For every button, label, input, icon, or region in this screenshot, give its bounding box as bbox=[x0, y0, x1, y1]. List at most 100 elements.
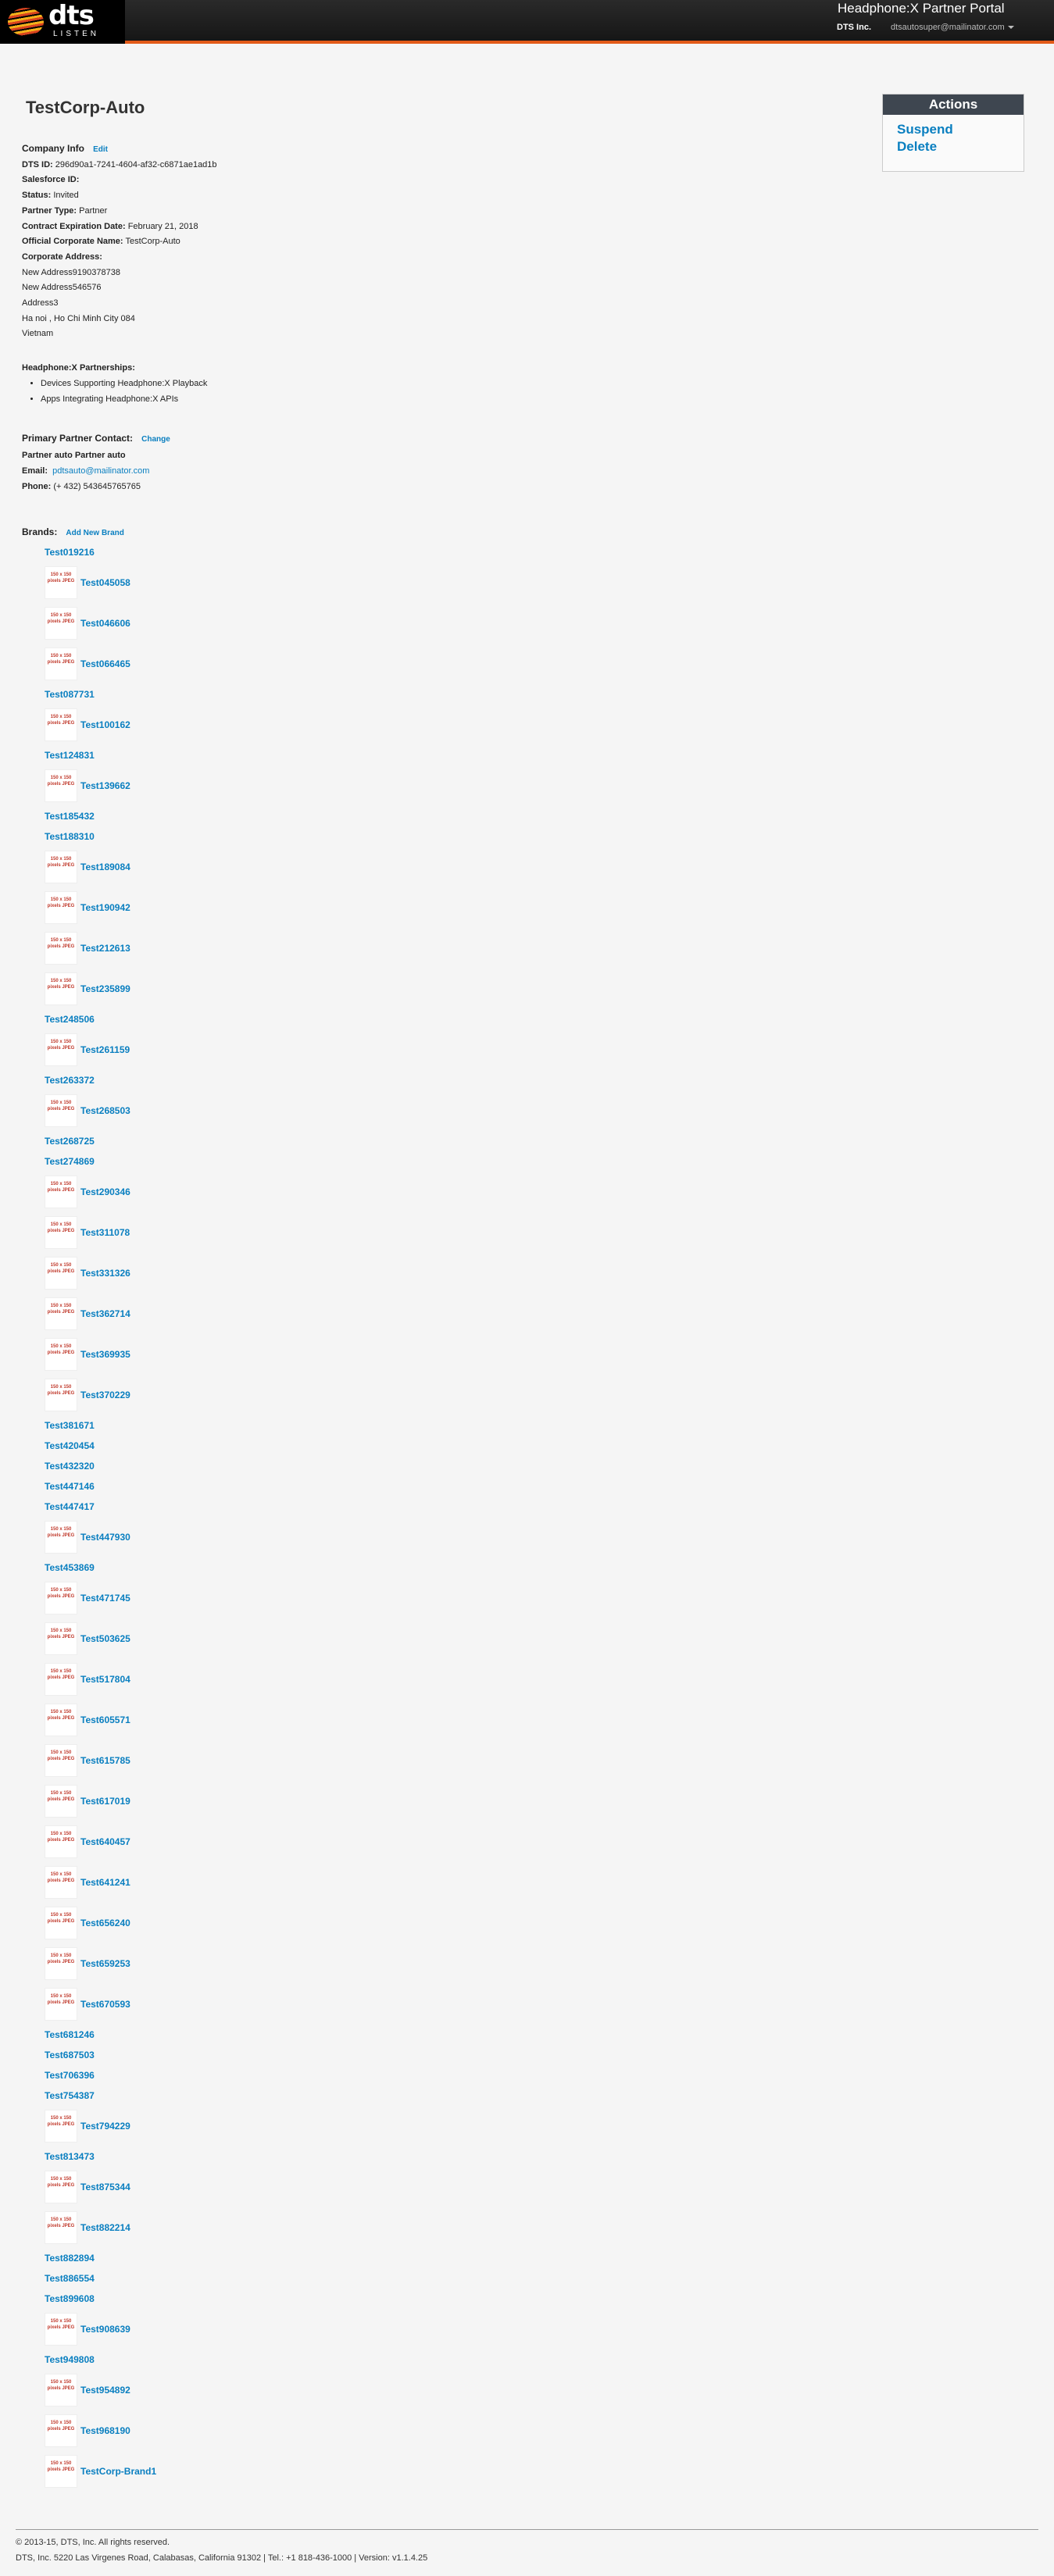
brand-link[interactable]: Test261159 bbox=[80, 1044, 130, 1055]
edit-company-link[interactable]: Edit bbox=[93, 145, 108, 154]
brand-thumbnail-image[interactable]: 150 x 150 pixels JPEG bbox=[45, 1866, 77, 1899]
brand-link[interactable]: Test019216 bbox=[45, 547, 95, 558]
brand-thumbnail-image[interactable]: 150 x 150 pixels JPEG bbox=[45, 1379, 77, 1411]
brand-link[interactable]: Test362714 bbox=[80, 1308, 130, 1319]
contact-email-link[interactable]: pdtsauto@mailinator.com bbox=[52, 466, 149, 476]
brand-link[interactable]: Test369935 bbox=[80, 1349, 130, 1360]
brand-link[interactable]: Test968190 bbox=[80, 2425, 130, 2436]
brand-link[interactable]: Test517804 bbox=[80, 1674, 130, 1685]
delete-button[interactable]: Delete bbox=[897, 138, 1024, 155]
brand-thumbnail-image[interactable]: 150 x 150 pixels JPEG bbox=[45, 1216, 77, 1249]
brand-thumbnail-image[interactable]: 150 x 150 pixels JPEG bbox=[45, 1297, 77, 1330]
brand-link[interactable]: Test263372 bbox=[45, 1075, 95, 1086]
brand-link[interactable]: Test615785 bbox=[80, 1755, 130, 1766]
brand-link[interactable]: Test290346 bbox=[80, 1186, 130, 1197]
brand-thumbnail-image[interactable]: 150 x 150 pixels JPEG bbox=[45, 1825, 77, 1858]
brand-link[interactable]: Test447930 bbox=[80, 1532, 130, 1543]
brand-thumbnail-image[interactable]: 150 x 150 pixels JPEG bbox=[45, 2211, 77, 2244]
brand-link[interactable]: Test794229 bbox=[80, 2121, 130, 2132]
brand-thumbnail-image[interactable]: 150 x 150 pixels JPEG bbox=[45, 1663, 77, 1696]
brand-link[interactable]: Test908639 bbox=[80, 2324, 130, 2335]
brand-link[interactable]: Test706396 bbox=[45, 2070, 95, 2081]
brand-thumbnail-image[interactable]: 150 x 150 pixels JPEG bbox=[45, 1785, 77, 1818]
brand-thumbnail-image[interactable]: 150 x 150 pixels JPEG bbox=[45, 891, 77, 924]
brand-link[interactable]: Test311078 bbox=[80, 1227, 130, 1238]
brand-link[interactable]: Test899608 bbox=[45, 2293, 95, 2304]
brand-link[interactable]: Test656240 bbox=[80, 1918, 130, 1928]
brand-thumbnail-image[interactable]: 150 x 150 pixels JPEG bbox=[45, 566, 77, 599]
brand-link[interactable]: Test268725 bbox=[45, 1136, 95, 1147]
brand-link[interactable]: Test875344 bbox=[80, 2182, 130, 2192]
brand-link[interactable]: Test471745 bbox=[80, 1593, 130, 1604]
brand-link[interactable]: Test503625 bbox=[80, 1633, 130, 1644]
brand-link[interactable]: Test453869 bbox=[45, 1562, 95, 1573]
brand-link[interactable]: Test274869 bbox=[45, 1156, 95, 1167]
brand-link[interactable]: Test813473 bbox=[45, 2151, 95, 2162]
brand-thumbnail-image[interactable]: 150 x 150 pixels JPEG bbox=[45, 932, 77, 965]
brand-thumbnail-image[interactable]: 150 x 150 pixels JPEG bbox=[45, 607, 77, 640]
brand-link[interactable]: Test268503 bbox=[80, 1105, 130, 1116]
brand-thumbnail-image[interactable]: 150 x 150 pixels JPEG bbox=[45, 769, 77, 802]
suspend-button[interactable]: Suspend bbox=[897, 121, 1024, 138]
brand-link[interactable]: Test248506 bbox=[45, 1014, 95, 1025]
brand-link[interactable]: Test188310 bbox=[45, 831, 95, 842]
brand-thumbnail-image[interactable]: 150 x 150 pixels JPEG bbox=[45, 972, 77, 1005]
brand-link[interactable]: Test420454 bbox=[45, 1440, 95, 1451]
brand-link[interactable]: Test886554 bbox=[45, 2273, 95, 2284]
brand-link[interactable]: Test659253 bbox=[80, 1958, 130, 1969]
brand-link[interactable]: Test189084 bbox=[80, 862, 130, 872]
brand-link[interactable]: Test754387 bbox=[45, 2090, 95, 2101]
brand-thumbnail-image[interactable]: 150 x 150 pixels JPEG bbox=[45, 648, 77, 680]
brand-link[interactable]: Test087731 bbox=[45, 689, 95, 700]
brand-link[interactable]: Test687503 bbox=[45, 2050, 95, 2060]
brand-link[interactable]: Test100162 bbox=[80, 719, 130, 730]
brand-link[interactable]: Test045058 bbox=[80, 577, 130, 588]
brand-link[interactable]: Test185432 bbox=[45, 811, 95, 822]
brand-link[interactable]: Test066465 bbox=[80, 658, 130, 669]
brand-thumbnail-image[interactable]: 150 x 150 pixels JPEG bbox=[45, 1176, 77, 1208]
brand-thumbnail-image[interactable]: 150 x 150 pixels JPEG bbox=[45, 1257, 77, 1290]
brand-link[interactable]: Test046606 bbox=[80, 618, 130, 629]
brand-thumbnail-image[interactable]: 150 x 150 pixels JPEG bbox=[45, 708, 77, 741]
brand-link[interactable]: Test640457 bbox=[80, 1836, 130, 1847]
brand-thumbnail-image[interactable]: 150 x 150 pixels JPEG bbox=[45, 1622, 77, 1655]
brand-thumbnail-image[interactable]: 150 x 150 pixels JPEG bbox=[45, 1521, 77, 1554]
brand-thumbnail-image[interactable]: 150 x 150 pixels JPEG bbox=[45, 851, 77, 883]
brand-thumbnail-image[interactable]: 150 x 150 pixels JPEG bbox=[45, 1033, 77, 1066]
brand-link[interactable]: TestCorp-Brand1 bbox=[80, 2466, 156, 2477]
brand-link[interactable]: Test124831 bbox=[45, 750, 95, 761]
brand-thumbnail-image[interactable]: 150 x 150 pixels JPEG bbox=[45, 1094, 77, 1127]
brand-link[interactable]: Test447417 bbox=[45, 1501, 95, 1512]
brand-link[interactable]: Test370229 bbox=[80, 1390, 130, 1400]
brand-link[interactable]: Test681246 bbox=[45, 2029, 95, 2040]
brand-link[interactable]: Test381671 bbox=[45, 1420, 95, 1431]
brand-link[interactable]: Test447146 bbox=[45, 1481, 95, 1492]
brand-link[interactable]: Test605571 bbox=[80, 1714, 130, 1725]
user-menu-dropdown[interactable]: dtsautosuper@mailinator.com bbox=[891, 23, 1014, 32]
brand-link[interactable]: Test670593 bbox=[80, 1999, 130, 2010]
brand-thumbnail-image[interactable]: 150 x 150 pixels JPEG bbox=[45, 2455, 77, 2488]
change-contact-link[interactable]: Change bbox=[141, 435, 170, 444]
add-new-brand-link[interactable]: Add New Brand bbox=[66, 529, 123, 537]
brand-link[interactable]: Test432320 bbox=[45, 1461, 95, 1472]
brand-link[interactable]: Test617019 bbox=[80, 1796, 130, 1807]
brand-thumbnail-image[interactable]: 150 x 150 pixels JPEG bbox=[45, 2313, 77, 2346]
brand-thumbnail-image[interactable]: 150 x 150 pixels JPEG bbox=[45, 1988, 77, 2021]
brand-thumbnail-image[interactable]: 150 x 150 pixels JPEG bbox=[45, 1907, 77, 1939]
brand-link[interactable]: Test212613 bbox=[80, 943, 130, 954]
brand-link[interactable]: Test331326 bbox=[80, 1268, 130, 1279]
brand-thumbnail-image[interactable]: 150 x 150 pixels JPEG bbox=[45, 2171, 77, 2203]
brand-thumbnail-image[interactable]: 150 x 150 pixels JPEG bbox=[45, 1704, 77, 1736]
brand-link[interactable]: Test235899 bbox=[80, 983, 130, 994]
brand-thumbnail-image[interactable]: 150 x 150 pixels JPEG bbox=[45, 1744, 77, 1777]
brand-link[interactable]: Test949808 bbox=[45, 2354, 95, 2365]
brand-thumbnail-image[interactable]: 150 x 150 pixels JPEG bbox=[45, 1582, 77, 1614]
brand-thumbnail-image[interactable]: 150 x 150 pixels JPEG bbox=[45, 2110, 77, 2143]
brand-thumbnail-image[interactable]: 150 x 150 pixels JPEG bbox=[45, 1947, 77, 1980]
brand-link[interactable]: Test954892 bbox=[80, 2385, 130, 2396]
dts-logo[interactable]: dts LISTEN bbox=[0, 0, 125, 44]
brand-link[interactable]: Test641241 bbox=[80, 1877, 130, 1888]
brand-link[interactable]: Test139662 bbox=[80, 780, 130, 791]
brand-link[interactable]: Test882214 bbox=[80, 2222, 130, 2233]
brand-thumbnail-image[interactable]: 150 x 150 pixels JPEG bbox=[45, 1338, 77, 1371]
